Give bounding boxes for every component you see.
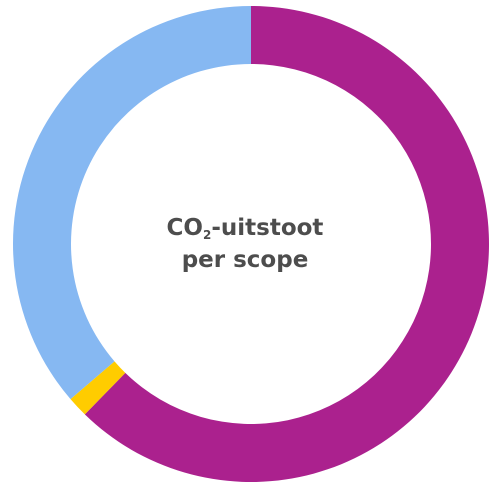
center-label-line-1: CO2-uitstoot xyxy=(95,212,395,244)
donut-slices xyxy=(12,6,489,483)
donut-center-label: CO2-uitstoot per scope xyxy=(95,212,395,276)
center-label-subscript: 2 xyxy=(202,228,212,242)
donut-slice-3 xyxy=(12,6,251,400)
donut-slice-1 xyxy=(84,6,489,483)
center-label-suffix: -uitstoot xyxy=(211,215,324,241)
center-label-line-2: per scope xyxy=(181,247,309,273)
donut-slice-2 xyxy=(70,361,126,415)
center-label-prefix: CO xyxy=(166,215,203,241)
